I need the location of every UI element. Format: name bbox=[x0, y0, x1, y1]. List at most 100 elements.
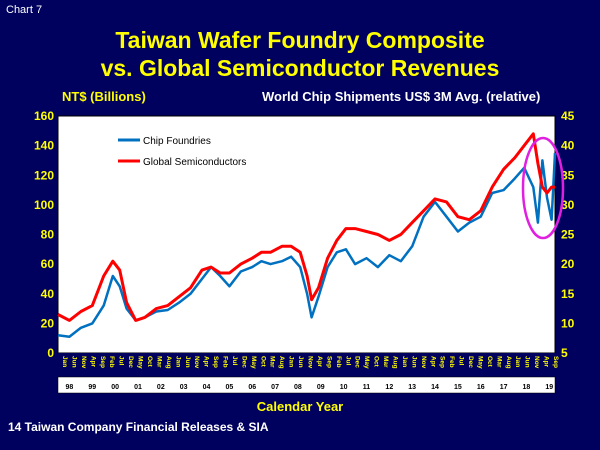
x-tick-month-8: May bbox=[137, 356, 144, 369]
chart-title-line1: Taiwan Wafer Foundry Composite bbox=[115, 27, 485, 53]
chart-number-label: Chart 7 bbox=[6, 4, 43, 16]
y-tick-right-2: 15 bbox=[561, 287, 575, 301]
x-tick-year-6: 04 bbox=[203, 384, 211, 391]
y-axis-label-left: NT$ (Billions) bbox=[62, 89, 146, 104]
x-tick-month-25: Jun bbox=[297, 356, 304, 368]
x-tick-month-20: May bbox=[250, 356, 257, 369]
y-tick-right-7: 40 bbox=[561, 139, 575, 153]
x-tick-month-36: Jan bbox=[401, 356, 408, 367]
x-tick-month-38: Nov bbox=[420, 356, 427, 369]
series-line-global bbox=[57, 132, 555, 322]
x-tick-month-40: Sep bbox=[439, 356, 446, 368]
x-tick-month-41: Feb bbox=[448, 356, 455, 368]
x-tick-month-26: Nov bbox=[307, 356, 314, 369]
y-tick-left-7: 140 bbox=[34, 139, 54, 153]
month-axis-band bbox=[58, 353, 555, 377]
x-tick-year-7: 05 bbox=[225, 384, 233, 391]
x-tick-month-1: Jun bbox=[70, 356, 77, 368]
x-tick-year-16: 14 bbox=[431, 384, 439, 391]
x-tick-month-49: Jun bbox=[524, 356, 531, 368]
x-tick-year-19: 17 bbox=[500, 384, 508, 391]
x-tick-year-12: 10 bbox=[340, 384, 348, 391]
x-tick-year-5: 03 bbox=[180, 384, 188, 391]
x-tick-month-11: Aug bbox=[165, 356, 172, 369]
legend-box bbox=[115, 126, 267, 176]
x-tick-month-51: Apr bbox=[543, 356, 550, 368]
x-tick-month-27: Apr bbox=[316, 356, 323, 368]
x-tick-month-3: Apr bbox=[89, 356, 96, 368]
y-tick-left-4: 80 bbox=[41, 228, 55, 242]
x-tick-month-34: Mar bbox=[382, 356, 389, 368]
x-tick-year-13: 11 bbox=[363, 384, 371, 391]
x-tick-month-6: Jul bbox=[118, 356, 125, 366]
x-tick-month-42: Jul bbox=[458, 356, 465, 366]
x-tick-year-14: 12 bbox=[385, 384, 393, 391]
legend-label-foundries: Chip Foundries bbox=[143, 136, 211, 147]
x-tick-month-24: Jan bbox=[288, 356, 295, 367]
y-tick-left-8: 160 bbox=[34, 109, 54, 123]
x-tick-month-48: Jan bbox=[514, 356, 521, 367]
x-tick-month-47: Aug bbox=[505, 356, 512, 369]
x-tick-month-13: Jun bbox=[184, 356, 191, 368]
x-tick-month-43: Dec bbox=[467, 356, 474, 368]
x-tick-year-1: 99 bbox=[88, 384, 96, 391]
x-tick-month-32: May bbox=[363, 356, 370, 369]
x-tick-month-9: Oct bbox=[146, 356, 153, 368]
x-tick-year-21: 19 bbox=[545, 384, 553, 391]
x-tick-month-37: Jun bbox=[410, 356, 417, 368]
x-tick-month-17: Feb bbox=[222, 356, 229, 368]
y-tick-right-0: 5 bbox=[561, 346, 568, 360]
y-tick-left-1: 20 bbox=[41, 316, 55, 330]
x-tick-year-2: 00 bbox=[111, 384, 119, 391]
y-tick-left-6: 120 bbox=[34, 168, 54, 182]
x-tick-month-29: Feb bbox=[335, 356, 342, 368]
y-tick-left-2: 40 bbox=[41, 287, 55, 301]
x-tick-month-23: Aug bbox=[278, 356, 285, 369]
x-tick-month-12: Jan bbox=[174, 356, 181, 367]
y-tick-right-8: 45 bbox=[561, 109, 575, 123]
x-tick-month-39: Apr bbox=[429, 356, 436, 368]
y-tick-left-0: 0 bbox=[47, 346, 54, 360]
x-tick-month-46: Mar bbox=[495, 356, 502, 368]
x-tick-month-21: Oct bbox=[259, 356, 266, 368]
x-tick-year-9: 07 bbox=[271, 384, 279, 391]
x-tick-year-8: 06 bbox=[248, 384, 256, 391]
x-tick-month-52: Sep bbox=[552, 356, 559, 368]
x-tick-year-20: 18 bbox=[523, 384, 531, 391]
x-tick-month-10: Mar bbox=[155, 356, 162, 368]
highlight-ellipse bbox=[521, 136, 565, 240]
y-tick-right-5: 30 bbox=[561, 198, 575, 212]
x-tick-month-45: Oct bbox=[486, 356, 493, 368]
x-tick-month-28: Sep bbox=[325, 356, 332, 368]
x-tick-year-11: 09 bbox=[317, 384, 325, 391]
x-tick-year-10: 08 bbox=[294, 384, 302, 391]
y-tick-left-5: 100 bbox=[34, 198, 54, 212]
x-tick-year-4: 02 bbox=[157, 384, 165, 391]
x-tick-month-22: Mar bbox=[269, 356, 276, 368]
x-tick-month-31: Dec bbox=[354, 356, 361, 368]
x-tick-year-0: 98 bbox=[66, 384, 74, 391]
y-tick-right-1: 10 bbox=[561, 316, 575, 330]
y-tick-left-3: 60 bbox=[41, 257, 55, 271]
x-tick-year-18: 16 bbox=[477, 384, 485, 391]
x-tick-month-35: Aug bbox=[391, 356, 398, 369]
x-tick-month-0: Jan bbox=[61, 356, 68, 367]
x-tick-month-16: Sep bbox=[212, 356, 219, 368]
x-tick-month-2: Nov bbox=[80, 356, 87, 369]
y-tick-right-6: 35 bbox=[561, 168, 575, 182]
x-tick-month-5: Feb bbox=[108, 356, 115, 368]
x-axis-label: Calendar Year bbox=[256, 399, 344, 414]
x-tick-month-15: Apr bbox=[203, 356, 210, 368]
x-tick-month-33: Oct bbox=[373, 356, 380, 368]
x-tick-month-19: Dec bbox=[240, 356, 247, 368]
x-tick-month-4: Sep bbox=[99, 356, 106, 368]
legend-label-global: Global Semiconductors bbox=[143, 157, 246, 168]
x-tick-year-15: 13 bbox=[408, 384, 416, 391]
x-tick-month-18: Jul bbox=[231, 356, 238, 366]
x-tick-month-7: Dec bbox=[127, 356, 134, 368]
y-tick-right-3: 20 bbox=[561, 257, 575, 271]
chart-title-line2: vs. Global Semiconductor Revenues bbox=[100, 55, 500, 81]
x-tick-month-44: May bbox=[476, 356, 483, 369]
source-note: 14 Taiwan Company Financial Releases & S… bbox=[8, 420, 269, 434]
